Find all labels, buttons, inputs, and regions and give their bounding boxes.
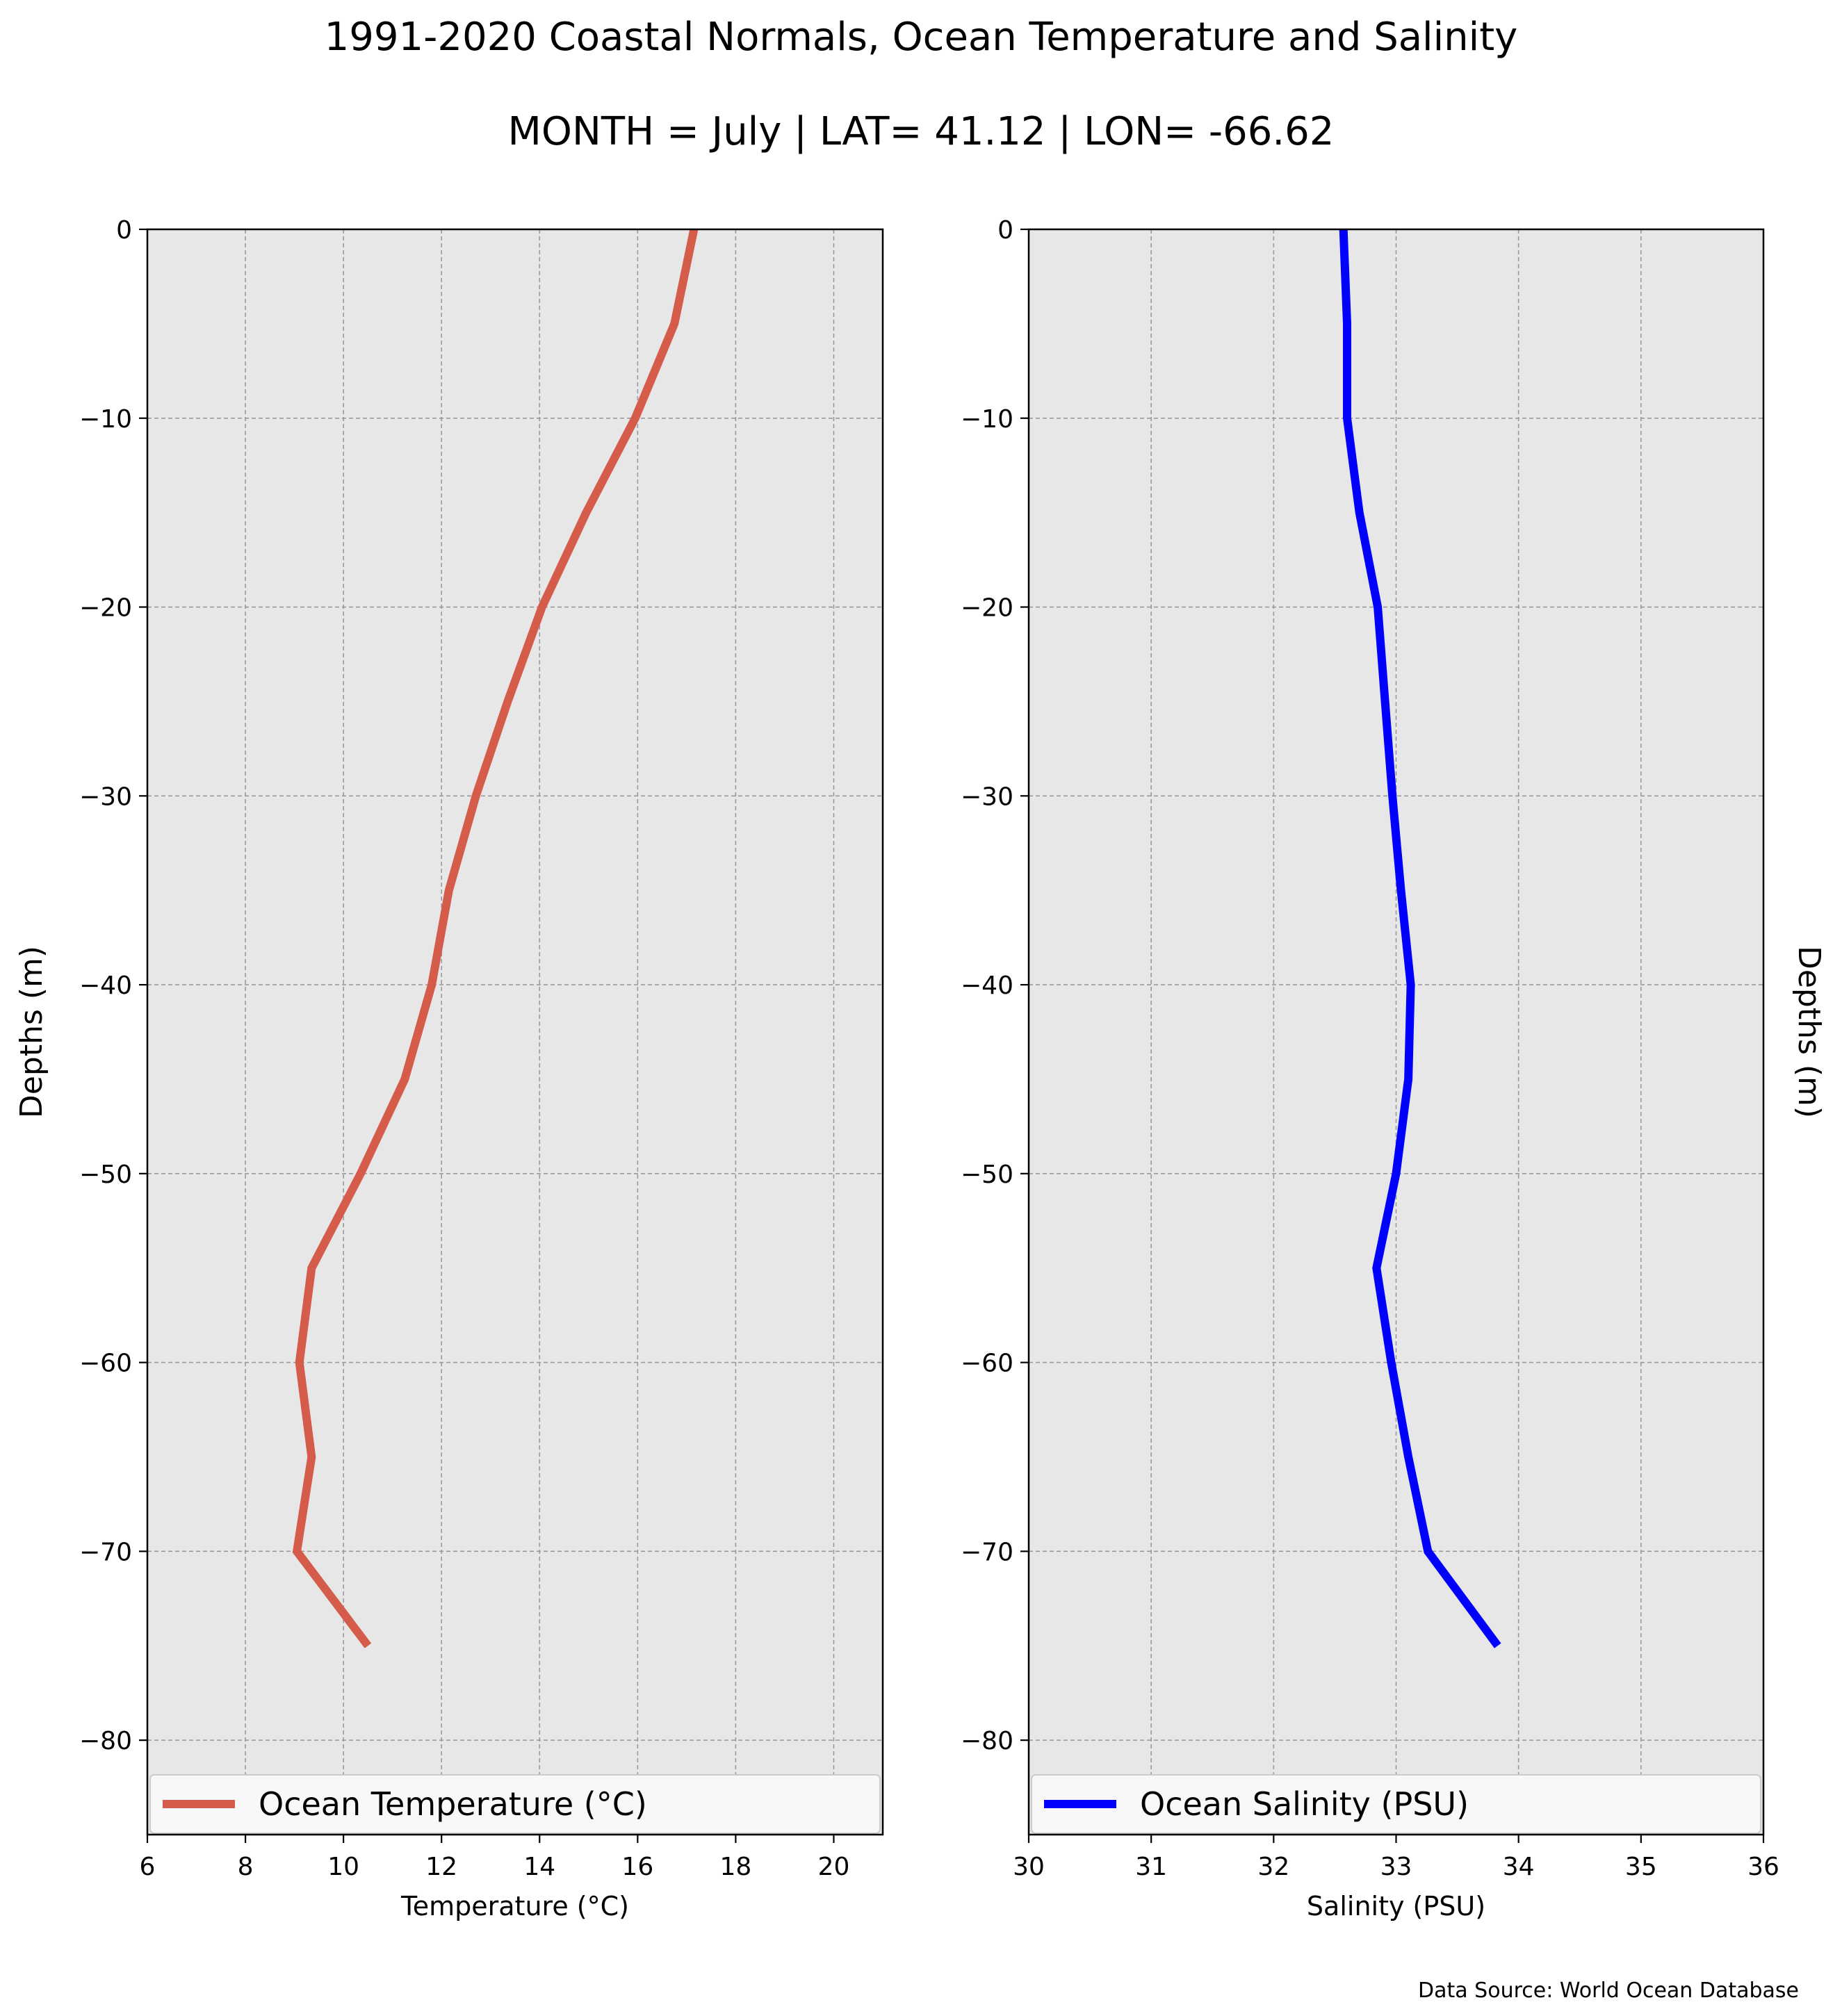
temperature-y-tick-label: −50 <box>79 1161 132 1189</box>
salinity-x-tick-label: 31 <box>1135 1853 1167 1881</box>
salinity-series-line <box>1339 229 1501 1648</box>
salinity-y-tick-label: −20 <box>961 594 1013 623</box>
temperature-legend-label: Ocean Temperature (°C) <box>259 1785 647 1823</box>
data-source-note: Data Source: World Ocean Database <box>1418 1978 1799 2003</box>
temperature-plot-area <box>147 229 883 1835</box>
salinity-x-tick-label: 32 <box>1257 1853 1289 1881</box>
temperature-panel: Ocean Temperature (°C) 6 8 10 12 14 16 18 20 0 −10… <box>14 216 884 1921</box>
temperature-y-tick-label: −70 <box>79 1538 132 1566</box>
salinity-legend-box <box>1031 1774 1761 1834</box>
temperature-y-axis-label: Depths (m) <box>14 946 49 1118</box>
salinity-x-tick-label: 33 <box>1380 1853 1412 1881</box>
salinity-y-tick-label: −10 <box>961 405 1013 434</box>
salinity-y-tick-label: −80 <box>961 1727 1013 1755</box>
temperature-y-tick-label: −10 <box>79 405 132 434</box>
temperature-legend-box <box>149 1774 881 1834</box>
salinity-legend-label: Ocean Salinity (PSU) <box>1140 1785 1469 1823</box>
temperature-x-tick-label: 12 <box>425 1853 457 1881</box>
salinity-y-tick-label: −50 <box>961 1161 1013 1189</box>
salinity-panel: Ocean Salinity (PSU) 30 31 32 33 34 35 36 0 −10 −2… <box>961 216 1827 1921</box>
temperature-y-tick-label: −20 <box>79 594 132 623</box>
salinity-y-tick-label: −70 <box>961 1538 1013 1566</box>
temperature-x-tick-label: 18 <box>719 1853 751 1881</box>
salinity-y-tick-label: −60 <box>961 1350 1013 1378</box>
salinity-y-axis-label: Depths (m) <box>1791 946 1827 1118</box>
salinity-legend: Ocean Salinity (PSU) <box>1031 1774 1761 1834</box>
temperature-x-tick-label: 14 <box>523 1853 555 1881</box>
salinity-y-tick-label: −40 <box>961 972 1013 1000</box>
temperature-y-tick-label: −80 <box>79 1727 132 1755</box>
temperature-x-tick-label: 6 <box>140 1853 156 1881</box>
salinity-y-tick-label: −30 <box>961 782 1013 811</box>
salinity-x-tick-label: 35 <box>1625 1853 1657 1881</box>
temperature-x-tick-label: 8 <box>238 1853 254 1881</box>
figure-subtitle: MONTH = July | LAT= 41.12 | LON= -66.62 <box>507 109 1335 154</box>
temperature-x-tick-label: 20 <box>818 1853 850 1881</box>
salinity-x-axis-label: Salinity (PSU) <box>1307 1891 1485 1921</box>
temperature-series-line <box>292 228 699 1648</box>
figure-title: 1991-2020 Coastal Normals, Ocean Tempera… <box>324 15 1518 60</box>
temperature-axes-frame <box>146 228 884 1836</box>
salinity-x-tick-label: 30 <box>1013 1853 1045 1881</box>
temperature-y-tick-label: −60 <box>79 1350 132 1378</box>
temperature-legend: Ocean Temperature (°C) <box>149 1774 881 1834</box>
salinity-y-tick-label: 0 <box>997 216 1013 245</box>
temperature-x-tick-label: 16 <box>621 1853 653 1881</box>
temperature-y-tick-label: −40 <box>79 972 132 1000</box>
salinity-x-tick-label: 34 <box>1503 1853 1535 1881</box>
temperature-y-tick-label: 0 <box>116 216 132 245</box>
temperature-x-axis-label: Temperature (°C) <box>400 1891 629 1921</box>
temperature-x-tick-label: 10 <box>327 1853 359 1881</box>
temperature-y-tick-label: −30 <box>79 782 132 811</box>
salinity-x-tick-label: 36 <box>1747 1853 1779 1881</box>
